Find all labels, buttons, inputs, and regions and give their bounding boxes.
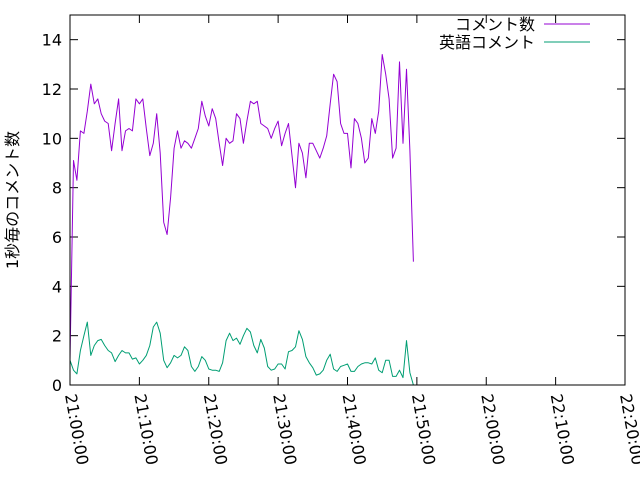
y-tick-label: 2 bbox=[52, 327, 62, 346]
x-tick-label: 21:50:00 bbox=[408, 392, 439, 466]
x-axis: 21:00:00 21:10:00 21:20:00 21:30:00 21:40:00… bbox=[61, 15, 640, 466]
x-tick-label: 21:00:00 bbox=[61, 392, 92, 466]
y-tick-label: 10 bbox=[42, 129, 62, 148]
x-tick-label: 21:40:00 bbox=[339, 392, 370, 466]
x-tick-label: 22:20:00 bbox=[616, 392, 640, 466]
y-tick-label: 6 bbox=[52, 228, 62, 247]
series-group bbox=[69, 54, 414, 386]
y-tick-label: 0 bbox=[52, 376, 62, 395]
x-tick-label: 21:30:00 bbox=[269, 392, 300, 466]
y-axis-label: 1秒毎のコメント数 bbox=[3, 131, 22, 269]
x-tick-label: 21:10:00 bbox=[130, 392, 161, 466]
x-tick-label: 21:20:00 bbox=[200, 392, 231, 466]
legend-label: 英語コメント bbox=[439, 33, 535, 52]
y-tick-label: 14 bbox=[42, 31, 62, 50]
series-line-1 bbox=[69, 321, 414, 386]
y-tick-label: 8 bbox=[52, 179, 62, 198]
legend-label: コメント数 bbox=[455, 15, 535, 34]
x-tick-label: 22:00:00 bbox=[477, 392, 508, 466]
series-line-0 bbox=[69, 54, 414, 361]
plot-frame bbox=[69, 14, 626, 386]
y-tick-label: 12 bbox=[42, 80, 62, 99]
y-axis: 0 2 4 6 8 10 12 14 bbox=[42, 31, 625, 395]
x-tick-label: 22:10:00 bbox=[547, 392, 578, 466]
y-tick-label: 4 bbox=[52, 277, 62, 296]
